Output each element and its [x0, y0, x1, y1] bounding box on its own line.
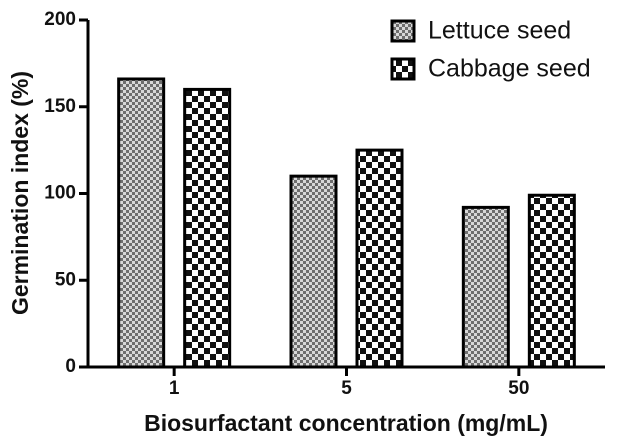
bar [527, 193, 576, 369]
y-tick-label: 150 [44, 96, 76, 117]
x-tick-label: 5 [341, 378, 352, 399]
legend-swatch [390, 57, 416, 81]
y-tick-label: 50 [55, 269, 76, 290]
legend-label: Lettuce seed [428, 17, 571, 45]
bar [461, 205, 510, 369]
bar [289, 174, 338, 369]
bar [117, 77, 166, 369]
x-tick-label: 50 [508, 378, 529, 399]
legend-swatch [390, 19, 416, 43]
y-tick-label: 200 [44, 9, 76, 30]
bar [183, 87, 232, 369]
legend-label: Cabbage seed [428, 55, 591, 83]
x-axis-title: Biosurfactant concentration (mg/mL) [144, 410, 548, 436]
x-tick-label: 1 [169, 378, 180, 399]
y-tick-label: 0 [65, 356, 76, 377]
y-tick-label: 100 [44, 183, 76, 204]
bar [355, 148, 404, 369]
y-axis-title: Germination index (%) [7, 71, 33, 315]
